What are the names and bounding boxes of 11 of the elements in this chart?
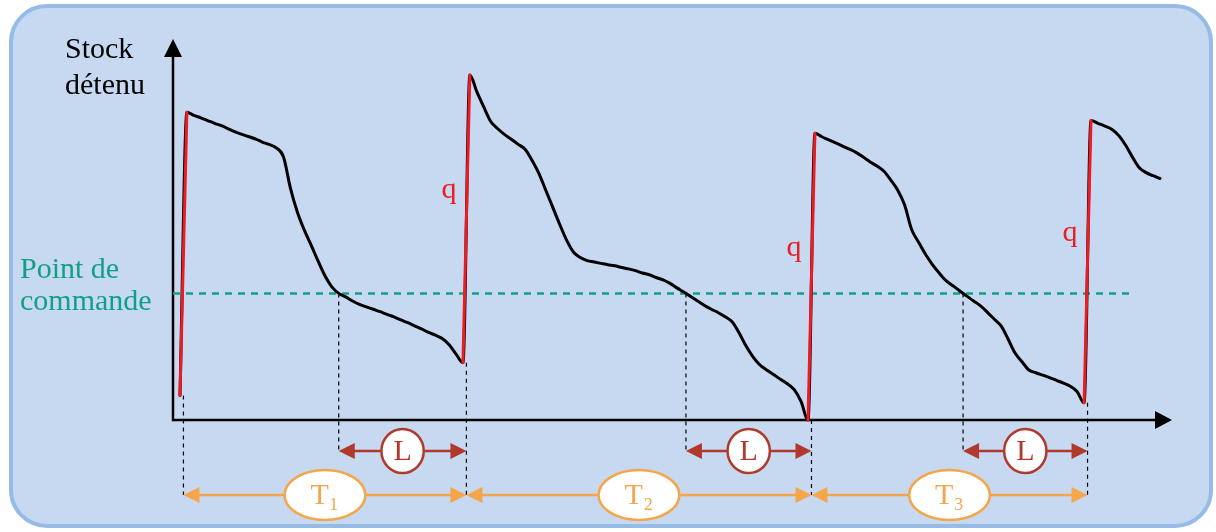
annotation: q [441,170,457,204]
annotation: q [1062,214,1078,248]
text: L [1016,432,1035,466]
text: T₁ [310,476,340,510]
text: L [739,432,758,466]
text: T₃ [935,476,964,510]
annotation: q [786,228,802,262]
y-axis-title: Stock détenu [65,31,145,100]
ref-line-label: Point de commande [20,251,152,317]
text: L [393,432,412,466]
text: T₂ [624,476,654,510]
